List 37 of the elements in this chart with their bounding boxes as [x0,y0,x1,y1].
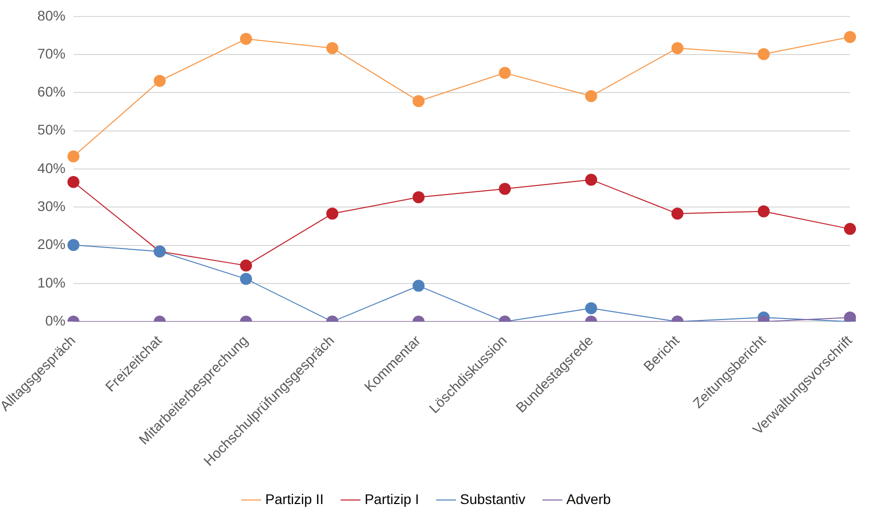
y-tick-label: 10% [37,274,66,290]
point [585,302,598,314]
legend-label: Partizip II [265,490,324,507]
point [498,182,511,195]
point [671,208,684,220]
y-tick-label: 60% [37,84,66,100]
point [758,48,770,60]
y-tick-label: 20% [37,236,66,252]
point [844,31,856,44]
point [326,208,338,220]
y-tick-label: 40% [37,160,66,176]
point [844,311,856,322]
y-tick-label: 50% [37,122,66,138]
legend-label: Partizip I [364,490,420,507]
point [240,32,252,45]
y-tick-label: 80% [37,7,66,24]
point [412,95,425,108]
y-tick-label: 70% [37,45,66,62]
point [240,260,252,272]
legend-label: Adverb [566,490,611,507]
point [758,205,770,218]
point [412,280,425,292]
y-tick-label: 30% [37,198,66,214]
point [240,272,252,285]
legend-label: Substantiv [460,490,526,507]
point [498,66,511,79]
point [412,191,425,204]
point [67,176,80,188]
point [585,174,598,186]
point [67,150,80,162]
point [844,222,856,235]
point [585,90,598,102]
y-tick-label: 0% [45,312,66,329]
point [671,42,684,54]
point [67,238,80,251]
point [154,74,166,87]
point [326,42,338,54]
